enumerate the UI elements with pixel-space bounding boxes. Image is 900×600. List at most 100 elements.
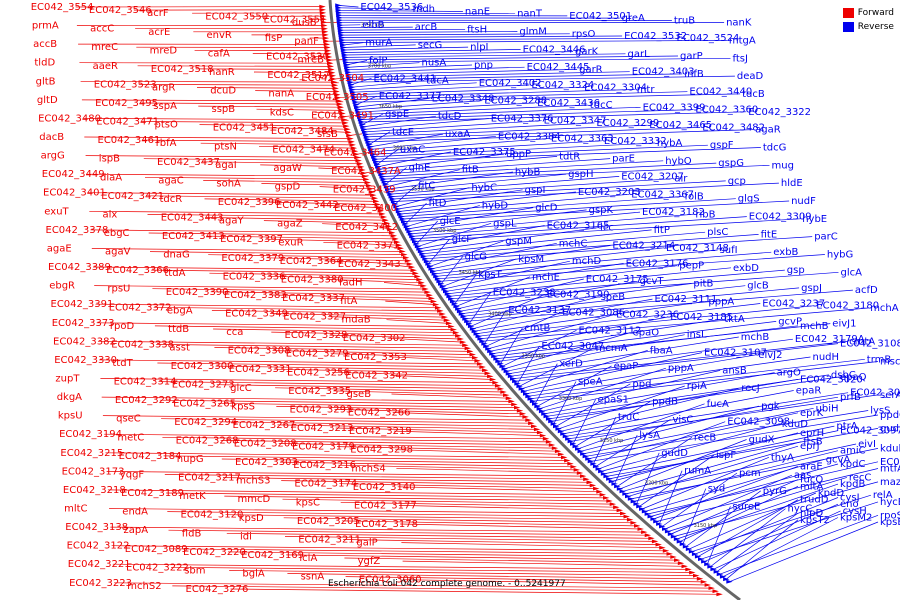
- reverse-gene-label: sufI: [720, 245, 738, 256]
- reverse-connector: [363, 115, 436, 128]
- forward-gene-glyph: [350, 146, 358, 150]
- reverse-connector: [354, 89, 635, 98]
- forward-gene-glyph: [596, 489, 603, 494]
- forward-gene-label: EC042_3256: [287, 367, 350, 378]
- reverse-gene-label: fitE: [761, 229, 778, 240]
- reverse-connector: [609, 430, 839, 480]
- reverse-connector: [392, 180, 726, 200]
- forward-connector: [393, 430, 544, 436]
- forward-gene-glyph: [363, 177, 370, 182]
- forward-connector: [319, 186, 371, 190]
- reverse-gene-label: ptrA: [836, 421, 857, 432]
- reverse-connector: [342, 40, 727, 43]
- forward-connector: [313, 93, 338, 96]
- reverse-connector: [394, 182, 779, 202]
- forward-connector: [388, 356, 478, 362]
- reverse-gene-label: lysS: [870, 406, 890, 417]
- forward-connector: [112, 563, 689, 570]
- forward-gene-glyph: [484, 371, 491, 376]
- reverse-gene-label: tdcE: [392, 127, 414, 138]
- reverse-gene-label: EC042_3363: [551, 134, 614, 145]
- reverse-connector: [428, 238, 450, 265]
- forward-gene-label: EC042_3178: [355, 519, 418, 530]
- reverse-gene-glyph: [622, 492, 629, 496]
- reverse-gene-label: nlpD: [800, 508, 823, 519]
- reverse-gene-glyph: [710, 567, 717, 572]
- forward-connector: [383, 282, 424, 287]
- reverse-gene-label: hybG: [827, 250, 853, 261]
- reverse-gene-label: gudX: [749, 435, 775, 446]
- reverse-gene-label: EC042_3348: [432, 93, 495, 104]
- forward-gene-glyph: [708, 586, 715, 590]
- reverse-gene-glyph: [679, 542, 687, 546]
- forward-connector: [287, 573, 701, 580]
- forward-gene-glyph: [685, 567, 692, 572]
- forward-gene-glyph: [606, 499, 613, 503]
- forward-gene-glyph: [373, 199, 380, 204]
- forward-gene-glyph: [677, 561, 685, 566]
- forward-gene-label: EC042_3373: [52, 318, 115, 329]
- forward-gene-glyph: [319, 7, 326, 12]
- forward-gene-label: EC042_3484: [271, 126, 334, 137]
- legend-reverse-label: Reverse: [857, 22, 894, 32]
- reverse-gene-label: EC042_3185: [670, 312, 733, 323]
- forward-connector: [92, 266, 414, 271]
- forward-gene-label: agaC: [158, 175, 184, 186]
- forward-connector: [267, 275, 420, 280]
- reverse-gene-label: eivJ2: [758, 350, 782, 361]
- forward-gene-label: EC042_3205: [297, 516, 360, 527]
- reverse-gene-label: mcmA: [596, 343, 628, 354]
- forward-gene-label: EC042_3390: [166, 287, 229, 298]
- forward-gene-glyph: [589, 483, 597, 488]
- forward-gene-label: EC042_3294: [174, 417, 237, 428]
- forward-gene-label: agaY: [219, 216, 245, 227]
- reverse-connector: [417, 222, 492, 247]
- reverse-connector: [510, 338, 793, 377]
- forward-connector: [345, 576, 704, 583]
- reverse-connector: [419, 225, 545, 250]
- forward-gene-label: kpsD: [239, 513, 264, 524]
- reverse-connector: [556, 383, 631, 427]
- reverse-connector: [633, 450, 839, 502]
- reverse-connector: [500, 327, 523, 364]
- forward-connector: [385, 300, 437, 305]
- reverse-connector: [422, 229, 652, 255]
- forward-gene-glyph: [320, 14, 327, 18]
- forward-gene-label: ptsO: [155, 120, 178, 131]
- forward-connector: [162, 436, 550, 443]
- reverse-connector: [338, 9, 463, 12]
- forward-gene-glyph: [348, 139, 355, 144]
- reverse-connector: [593, 417, 617, 464]
- reverse-connector: [710, 508, 786, 567]
- forward-gene-label: agaW: [273, 163, 302, 174]
- genome-caption: Escherichia coli 042 complete genome. - …: [328, 579, 566, 589]
- reverse-gene-label: nanK: [726, 18, 752, 29]
- forward-connector: [167, 511, 627, 517]
- forward-gene-label: EC042_3217: [178, 473, 241, 484]
- reverse-gene-label: tdtR: [559, 151, 580, 162]
- forward-gene-glyph: [637, 527, 644, 531]
- forward-gene-glyph: [487, 374, 494, 379]
- forward-gene-glyph: [548, 443, 556, 447]
- reverse-gene-glyphs: [335, 3, 733, 584]
- reverse-connector: [373, 140, 602, 155]
- reverse-connector: [601, 423, 780, 472]
- reverse-connector: [404, 200, 790, 222]
- reverse-gene-glyph: [698, 557, 705, 561]
- reverse-connector: [379, 153, 505, 170]
- forward-connector: [397, 486, 600, 493]
- forward-gene-glyph: [603, 496, 610, 500]
- reverse-connector: [673, 481, 879, 537]
- forward-connector: [320, 204, 380, 208]
- forward-gene-glyph: [321, 23, 328, 28]
- forward-swatch: [842, 8, 854, 18]
- reverse-gene-glyph: [656, 522, 663, 526]
- forward-gene-label: nanR: [209, 67, 235, 78]
- reverse-gene-glyph: [630, 499, 637, 504]
- forward-connector: [219, 421, 535, 427]
- reverse-gene-label: xerD: [559, 359, 583, 370]
- forward-gene-glyph: [336, 102, 343, 106]
- forward-connector: [282, 498, 613, 505]
- forward-gene-label: EC042_3222: [126, 562, 189, 573]
- reverse-gene-label: tdcC: [590, 100, 613, 111]
